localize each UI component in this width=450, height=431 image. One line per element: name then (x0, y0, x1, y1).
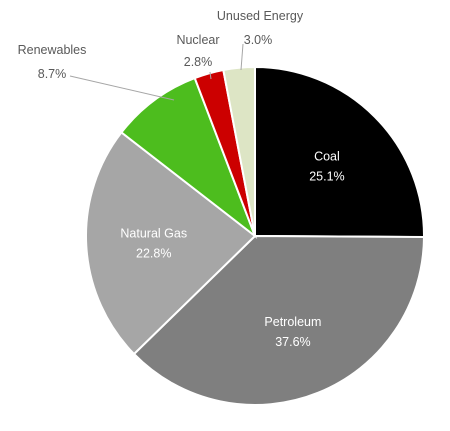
slice-value-unused-energy: 3.0% (244, 33, 273, 47)
slice-label-unused-energy: Unused Energy (217, 9, 304, 23)
slice-value-petroleum: 37.6% (275, 335, 310, 349)
leader-line-renewables (69, 75, 175, 101)
slice-label-natural-gas: Natural Gas (120, 227, 187, 241)
pie-slice-renewables (120, 76, 258, 239)
pie-slice-coal (254, 65, 425, 239)
slice-value-nuclear: 2.8% (184, 55, 213, 69)
leader-line-nuclear (209, 71, 212, 80)
pie-slice-unused-energy (222, 65, 256, 237)
slice-label-renewables: Renewables (18, 43, 87, 57)
slice-label-coal: Coal (314, 150, 340, 164)
slice-label-petroleum: Petroleum (264, 315, 321, 329)
slice-value-coal: 25.1% (309, 170, 344, 184)
pie-slice-petroleum (132, 234, 426, 406)
leader-line-unused-energy (240, 43, 244, 71)
slice-value-renewables: 8.7% (38, 67, 67, 81)
slice-value-natural-gas: 22.8% (136, 247, 171, 261)
slice-label-nuclear: Nuclear (176, 33, 219, 47)
pie-slice-natural-gas (85, 131, 257, 356)
